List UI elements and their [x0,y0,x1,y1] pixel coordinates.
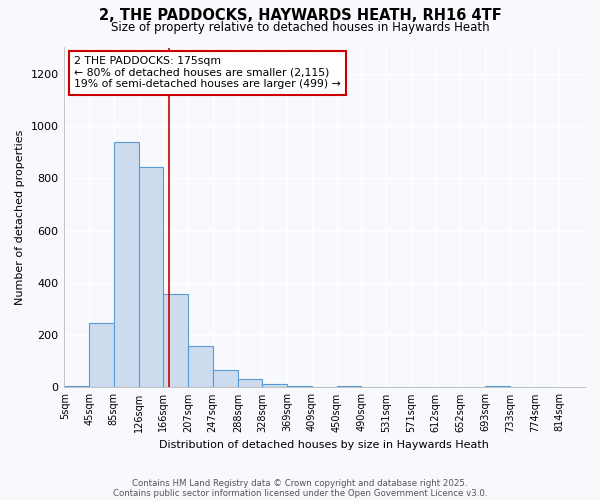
Text: Size of property relative to detached houses in Haywards Heath: Size of property relative to detached ho… [110,21,490,34]
Text: Contains public sector information licensed under the Open Government Licence v3: Contains public sector information licen… [113,488,487,498]
Bar [89,322,113,388]
Y-axis label: Number of detached properties: Number of detached properties [15,130,25,305]
Bar [485,386,510,388]
Bar [188,346,213,388]
Bar [113,142,139,388]
Text: Contains HM Land Registry data © Crown copyright and database right 2025.: Contains HM Land Registry data © Crown c… [132,478,468,488]
Bar [65,386,89,388]
Text: 2 THE PADDOCKS: 175sqm
← 80% of detached houses are smaller (2,115)
19% of semi-: 2 THE PADDOCKS: 175sqm ← 80% of detached… [74,56,341,89]
Text: 2, THE PADDOCKS, HAYWARDS HEATH, RH16 4TF: 2, THE PADDOCKS, HAYWARDS HEATH, RH16 4T… [98,8,502,22]
Bar [287,386,312,388]
Bar [262,384,287,388]
Bar [213,370,238,388]
Bar [139,167,163,388]
X-axis label: Distribution of detached houses by size in Haywards Heath: Distribution of detached houses by size … [160,440,489,450]
Bar [337,386,361,388]
Bar [163,294,188,388]
Bar [238,379,262,388]
